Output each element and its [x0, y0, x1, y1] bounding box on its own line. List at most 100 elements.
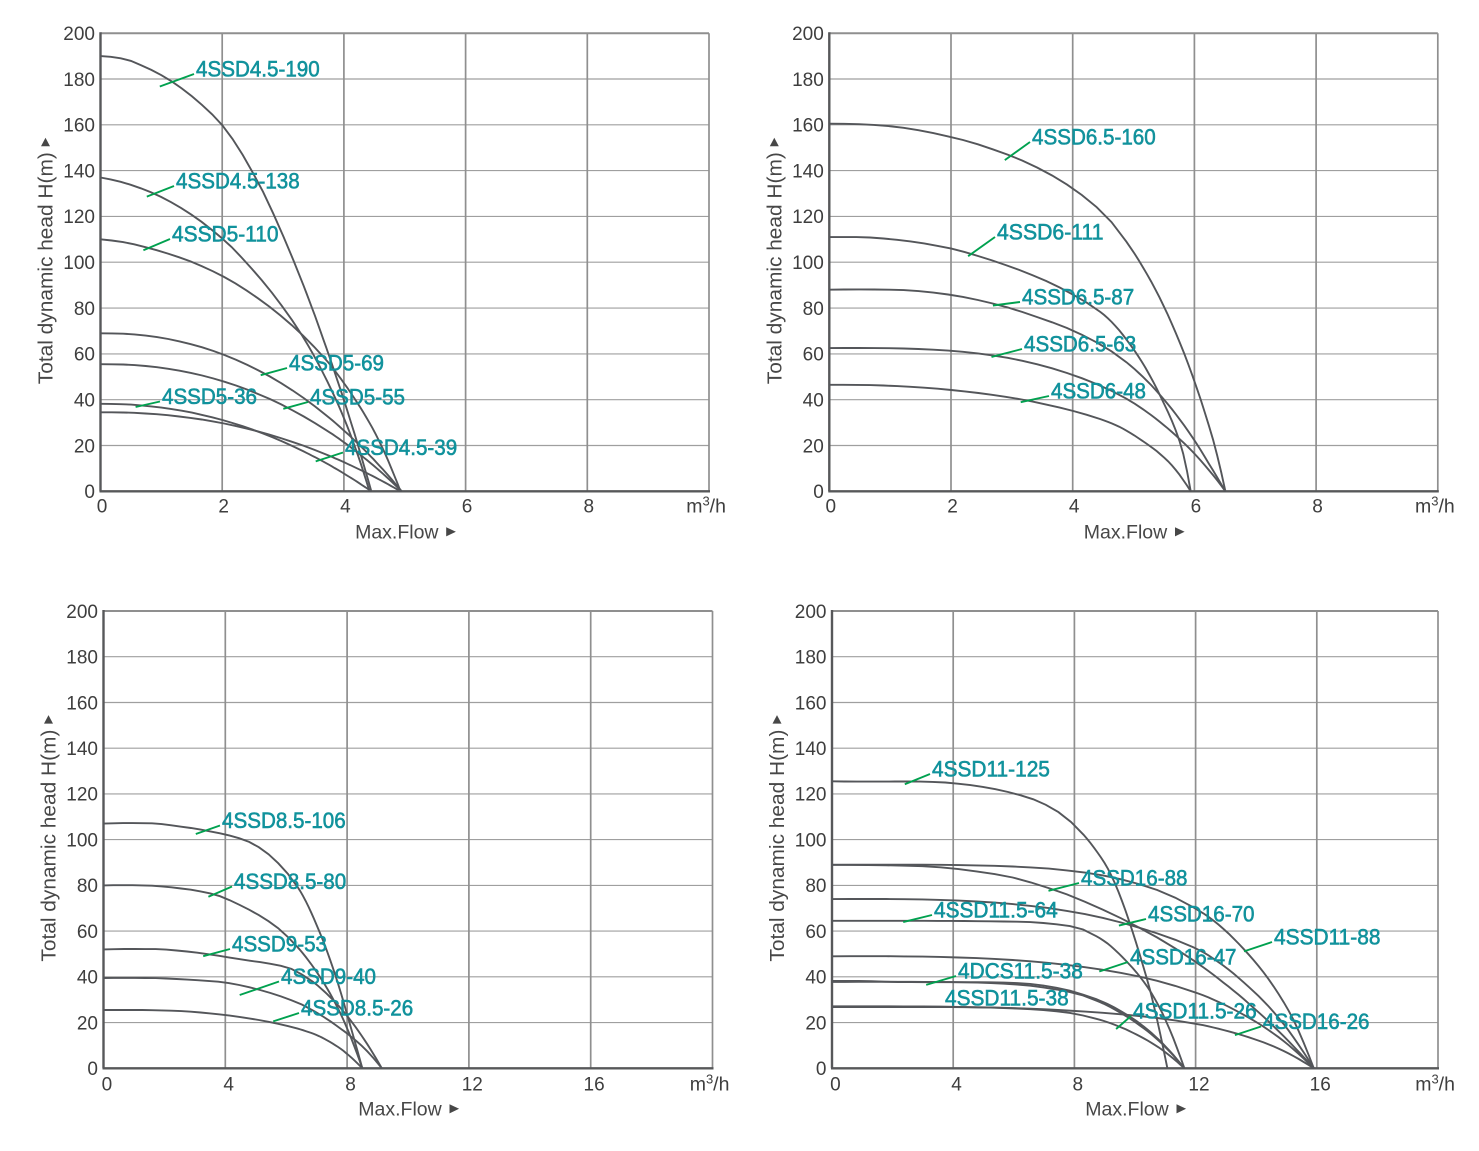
svg-text:80: 80 [77, 876, 98, 897]
svg-text:m3/h: m3/h [1415, 1071, 1455, 1095]
svg-text:80: 80 [74, 299, 95, 320]
svg-text:0: 0 [830, 1074, 841, 1095]
svg-text:4SSD16-70: 4SSD16-70 [1148, 902, 1255, 927]
svg-text:120: 120 [66, 785, 98, 806]
svg-text:4SSD11-88: 4SSD11-88 [1274, 925, 1381, 950]
svg-text:100: 100 [792, 253, 824, 274]
svg-text:60: 60 [77, 922, 98, 943]
svg-text:20: 20 [805, 1013, 826, 1034]
svg-text:180: 180 [792, 70, 824, 91]
svg-text:4SSD16-88: 4SSD16-88 [1081, 866, 1188, 891]
svg-text:4SSD4.5-39: 4SSD4.5-39 [345, 435, 457, 460]
svg-text:0: 0 [84, 482, 95, 503]
svg-text:60: 60 [803, 345, 824, 366]
svg-text:60: 60 [805, 922, 826, 943]
svg-text:4SSD8.5-80: 4SSD8.5-80 [234, 869, 346, 894]
svg-text:0: 0 [97, 496, 108, 517]
svg-text:4SSD16-47: 4SSD16-47 [1130, 945, 1237, 970]
svg-text:0: 0 [102, 1074, 113, 1095]
svg-text:4DCS11.5-38: 4DCS11.5-38 [958, 959, 1083, 984]
svg-text:0: 0 [816, 1059, 827, 1080]
svg-text:4SSD6-48: 4SSD6-48 [1051, 379, 1146, 404]
svg-text:4: 4 [951, 1074, 962, 1095]
svg-text:4SSD5-69: 4SSD5-69 [289, 351, 384, 376]
svg-text:12: 12 [462, 1074, 483, 1095]
svg-text:Max.Flow: Max.Flow [358, 1098, 442, 1120]
svg-text:4SSD6.5-160: 4SSD6.5-160 [1032, 125, 1156, 150]
svg-text:8: 8 [584, 496, 595, 517]
svg-text:40: 40 [77, 968, 98, 989]
svg-text:8: 8 [345, 1074, 356, 1095]
svg-text:160: 160 [66, 693, 98, 714]
svg-text:Max.Flow: Max.Flow [1085, 1098, 1169, 1120]
svg-text:160: 160 [792, 116, 824, 137]
svg-text:100: 100 [795, 830, 827, 851]
svg-text:140: 140 [63, 161, 95, 182]
svg-text:40: 40 [805, 968, 826, 989]
svg-text:20: 20 [803, 436, 824, 457]
svg-text:16: 16 [1310, 1074, 1331, 1095]
svg-text:200: 200 [66, 602, 98, 623]
svg-text:4: 4 [223, 1074, 234, 1095]
svg-text:4SSD5-36: 4SSD5-36 [162, 384, 257, 409]
svg-text:2: 2 [947, 496, 958, 517]
svg-text:160: 160 [795, 693, 827, 714]
svg-text:20: 20 [77, 1013, 98, 1034]
svg-text:4SSD5-110: 4SSD5-110 [172, 222, 279, 247]
svg-text:2: 2 [218, 496, 229, 517]
svg-text:120: 120 [792, 207, 824, 228]
svg-text:4SSD9-53: 4SSD9-53 [232, 932, 327, 957]
svg-text:160: 160 [63, 116, 95, 137]
svg-text:140: 140 [795, 739, 827, 760]
svg-text:m3/h: m3/h [1415, 493, 1455, 517]
svg-text:4SSD16-26: 4SSD16-26 [1263, 1009, 1370, 1034]
svg-text:4SSD11.5-64: 4SSD11.5-64 [934, 898, 1058, 923]
svg-text:80: 80 [805, 876, 826, 897]
svg-text:200: 200 [63, 24, 95, 45]
svg-text:Total dynamic head H(m): Total dynamic head H(m) [39, 730, 61, 962]
svg-text:180: 180 [66, 648, 98, 669]
svg-text:4SSD9-40: 4SSD9-40 [281, 964, 376, 989]
svg-text:4SSD6-111: 4SSD6-111 [997, 220, 1104, 245]
svg-text:140: 140 [66, 739, 98, 760]
svg-text:8: 8 [1073, 1074, 1084, 1095]
svg-text:6: 6 [1191, 496, 1202, 517]
svg-text:Max.Flow: Max.Flow [1084, 521, 1168, 543]
svg-text:Total dynamic head H(m): Total dynamic head H(m) [767, 730, 789, 962]
svg-text:200: 200 [792, 24, 824, 45]
svg-text:60: 60 [74, 345, 95, 366]
svg-text:Max.Flow: Max.Flow [355, 521, 439, 543]
svg-text:20: 20 [74, 436, 95, 457]
svg-text:0: 0 [813, 482, 824, 503]
svg-text:140: 140 [792, 161, 824, 182]
svg-text:4SSD11-125: 4SSD11-125 [932, 757, 1050, 782]
svg-text:4SSD6.5-63: 4SSD6.5-63 [1024, 332, 1136, 357]
svg-text:4SSD8.5-26: 4SSD8.5-26 [301, 996, 413, 1021]
svg-text:4SSD4.5-190: 4SSD4.5-190 [196, 57, 320, 82]
svg-text:Total dynamic head H(m): Total dynamic head H(m) [764, 152, 786, 384]
svg-text:180: 180 [63, 70, 95, 91]
svg-text:80: 80 [803, 299, 824, 320]
svg-text:100: 100 [66, 830, 98, 851]
svg-text:4SSD4.5-138: 4SSD4.5-138 [176, 169, 300, 194]
svg-text:120: 120 [795, 785, 827, 806]
svg-text:Total dynamic head H(m): Total dynamic head H(m) [36, 152, 58, 384]
svg-text:8: 8 [1312, 496, 1323, 517]
svg-text:40: 40 [74, 391, 95, 412]
svg-text:4SSD11.5-38: 4SSD11.5-38 [945, 986, 1069, 1011]
svg-text:6: 6 [462, 496, 473, 517]
svg-text:180: 180 [795, 648, 827, 669]
svg-text:4SSD6.5-87: 4SSD6.5-87 [1022, 285, 1134, 310]
svg-text:0: 0 [826, 496, 837, 517]
svg-text:4SSD11.5-26: 4SSD11.5-26 [1133, 999, 1257, 1024]
svg-text:16: 16 [584, 1074, 605, 1095]
svg-text:120: 120 [63, 207, 95, 228]
svg-text:200: 200 [795, 602, 827, 623]
svg-text:0: 0 [87, 1059, 98, 1080]
svg-text:4: 4 [1069, 496, 1080, 517]
svg-text:4SSD8.5-106: 4SSD8.5-106 [222, 808, 346, 833]
svg-text:12: 12 [1188, 1074, 1209, 1095]
svg-text:40: 40 [803, 391, 824, 412]
svg-text:100: 100 [63, 253, 95, 274]
svg-text:4SSD5-55: 4SSD5-55 [310, 385, 405, 410]
